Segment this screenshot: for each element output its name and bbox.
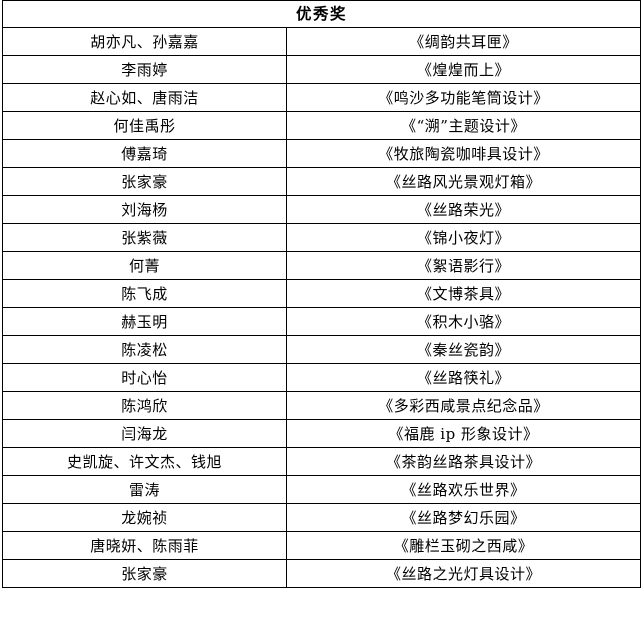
winner-names-cell: 张紫薇 [2, 223, 287, 252]
work-title-cell: 《丝路之光灯具设计》 [285, 559, 642, 588]
work-title-cell: 《丝路荣光》 [285, 195, 642, 224]
work-title-cell: 《绸韵共耳匣》 [285, 27, 642, 56]
work-title-cell: 《茶韵丝路茶具设计》 [285, 447, 642, 476]
winner-names-cell: 赵心如、唐雨洁 [2, 83, 287, 112]
winner-names-cell: 闫海龙 [2, 419, 287, 448]
table-row: 何佳禹彤 《“溯”主题设计》 [2, 111, 642, 140]
table-row: 陈鸿欣 《多彩西咸景点纪念品》 [2, 391, 642, 420]
award-table-body: 优秀奖 胡亦凡、孙嘉嘉 《绸韵共耳匣》 李雨婷 《煌煌而上》 赵心如、唐雨洁 《鸣沙多功能… [1, 0, 642, 588]
award-table: 优秀奖 胡亦凡、孙嘉嘉 《绸韵共耳匣》 李雨婷 《煌煌而上》 赵心如、唐雨洁 《鸣沙多功能… [1, 0, 642, 588]
table-row: 张家豪 《丝路之光灯具设计》 [2, 559, 642, 588]
work-title-cell: 《文博茶具》 [285, 279, 642, 308]
work-title-cell: 《雕栏玉砌之西咸》 [285, 531, 642, 560]
winner-names-cell: 陈凌松 [2, 335, 287, 364]
work-title-cell: 《多彩西咸景点纪念品》 [285, 391, 642, 420]
work-title-cell: 《福鹿 ip 形象设计》 [285, 419, 642, 448]
table-row: 陈凌松 《秦丝瓷韵》 [2, 335, 642, 364]
table-row: 何菁 《絮语影行》 [2, 251, 642, 280]
work-title-cell: 《鸣沙多功能笔筒设计》 [285, 83, 642, 112]
table-row: 傅嘉琦 《牧旅陶瓷咖啡具设计》 [2, 139, 642, 168]
work-title-cell: 《丝路筷礼》 [285, 363, 642, 392]
table-row: 龙婉祯 《丝路梦幻乐园》 [2, 503, 642, 532]
work-title-cell: 《丝路梦幻乐园》 [285, 503, 642, 532]
work-title-cell: 《“溯”主题设计》 [285, 111, 642, 140]
work-title-cell: 《絮语影行》 [285, 251, 642, 280]
winner-names-cell: 胡亦凡、孙嘉嘉 [2, 27, 287, 56]
table-row: 胡亦凡、孙嘉嘉 《绸韵共耳匣》 [2, 27, 642, 56]
winner-names-cell: 傅嘉琦 [2, 139, 287, 168]
table-row: 时心怡 《丝路筷礼》 [2, 363, 642, 392]
work-title-cell: 《秦丝瓷韵》 [285, 335, 642, 364]
table-title-row: 优秀奖 [1, 0, 642, 28]
table-row: 刘海杨 《丝路荣光》 [2, 195, 642, 224]
winner-names-cell: 何菁 [2, 251, 287, 280]
winner-names-cell: 刘海杨 [2, 195, 287, 224]
winner-names-cell: 何佳禹彤 [2, 111, 287, 140]
table-row: 张家豪 《丝路风光景观灯箱》 [2, 167, 642, 196]
table-row: 闫海龙 《福鹿 ip 形象设计》 [2, 419, 642, 448]
table-row: 赫玉明 《积木小骆》 [2, 307, 642, 336]
table-row: 陈飞成 《文博茶具》 [2, 279, 642, 308]
table-row: 李雨婷 《煌煌而上》 [2, 55, 642, 84]
table-row: 雷涛 《丝路欢乐世界》 [2, 475, 642, 504]
work-title-cell: 《牧旅陶瓷咖啡具设计》 [285, 139, 642, 168]
winner-names-cell: 龙婉祯 [2, 503, 287, 532]
table-row: 史凯旋、许文杰、钱旭 《茶韵丝路茶具设计》 [2, 447, 642, 476]
work-title-cell: 《煌煌而上》 [285, 55, 642, 84]
winner-names-cell: 时心怡 [2, 363, 287, 392]
table-title-cell: 优秀奖 [1, 0, 642, 28]
winner-names-cell: 赫玉明 [2, 307, 287, 336]
work-title-cell: 《丝路欢乐世界》 [285, 475, 642, 504]
winner-names-cell: 唐晓妍、陈雨菲 [2, 531, 287, 560]
winner-names-cell: 张家豪 [2, 167, 287, 196]
winner-names-cell: 雷涛 [2, 475, 287, 504]
table-row: 赵心如、唐雨洁 《鸣沙多功能笔筒设计》 [2, 83, 642, 112]
work-title-cell: 《丝路风光景观灯箱》 [285, 167, 642, 196]
winner-names-cell: 李雨婷 [2, 55, 287, 84]
winner-names-cell: 陈飞成 [2, 279, 287, 308]
winner-names-cell: 史凯旋、许文杰、钱旭 [2, 447, 287, 476]
winner-names-cell: 陈鸿欣 [2, 391, 287, 420]
work-title-cell: 《积木小骆》 [285, 307, 642, 336]
table-row: 张紫薇 《锦小夜灯》 [2, 223, 642, 252]
table-row: 唐晓妍、陈雨菲 《雕栏玉砌之西咸》 [2, 531, 642, 560]
work-title-cell: 《锦小夜灯》 [285, 223, 642, 252]
winner-names-cell: 张家豪 [2, 559, 287, 588]
